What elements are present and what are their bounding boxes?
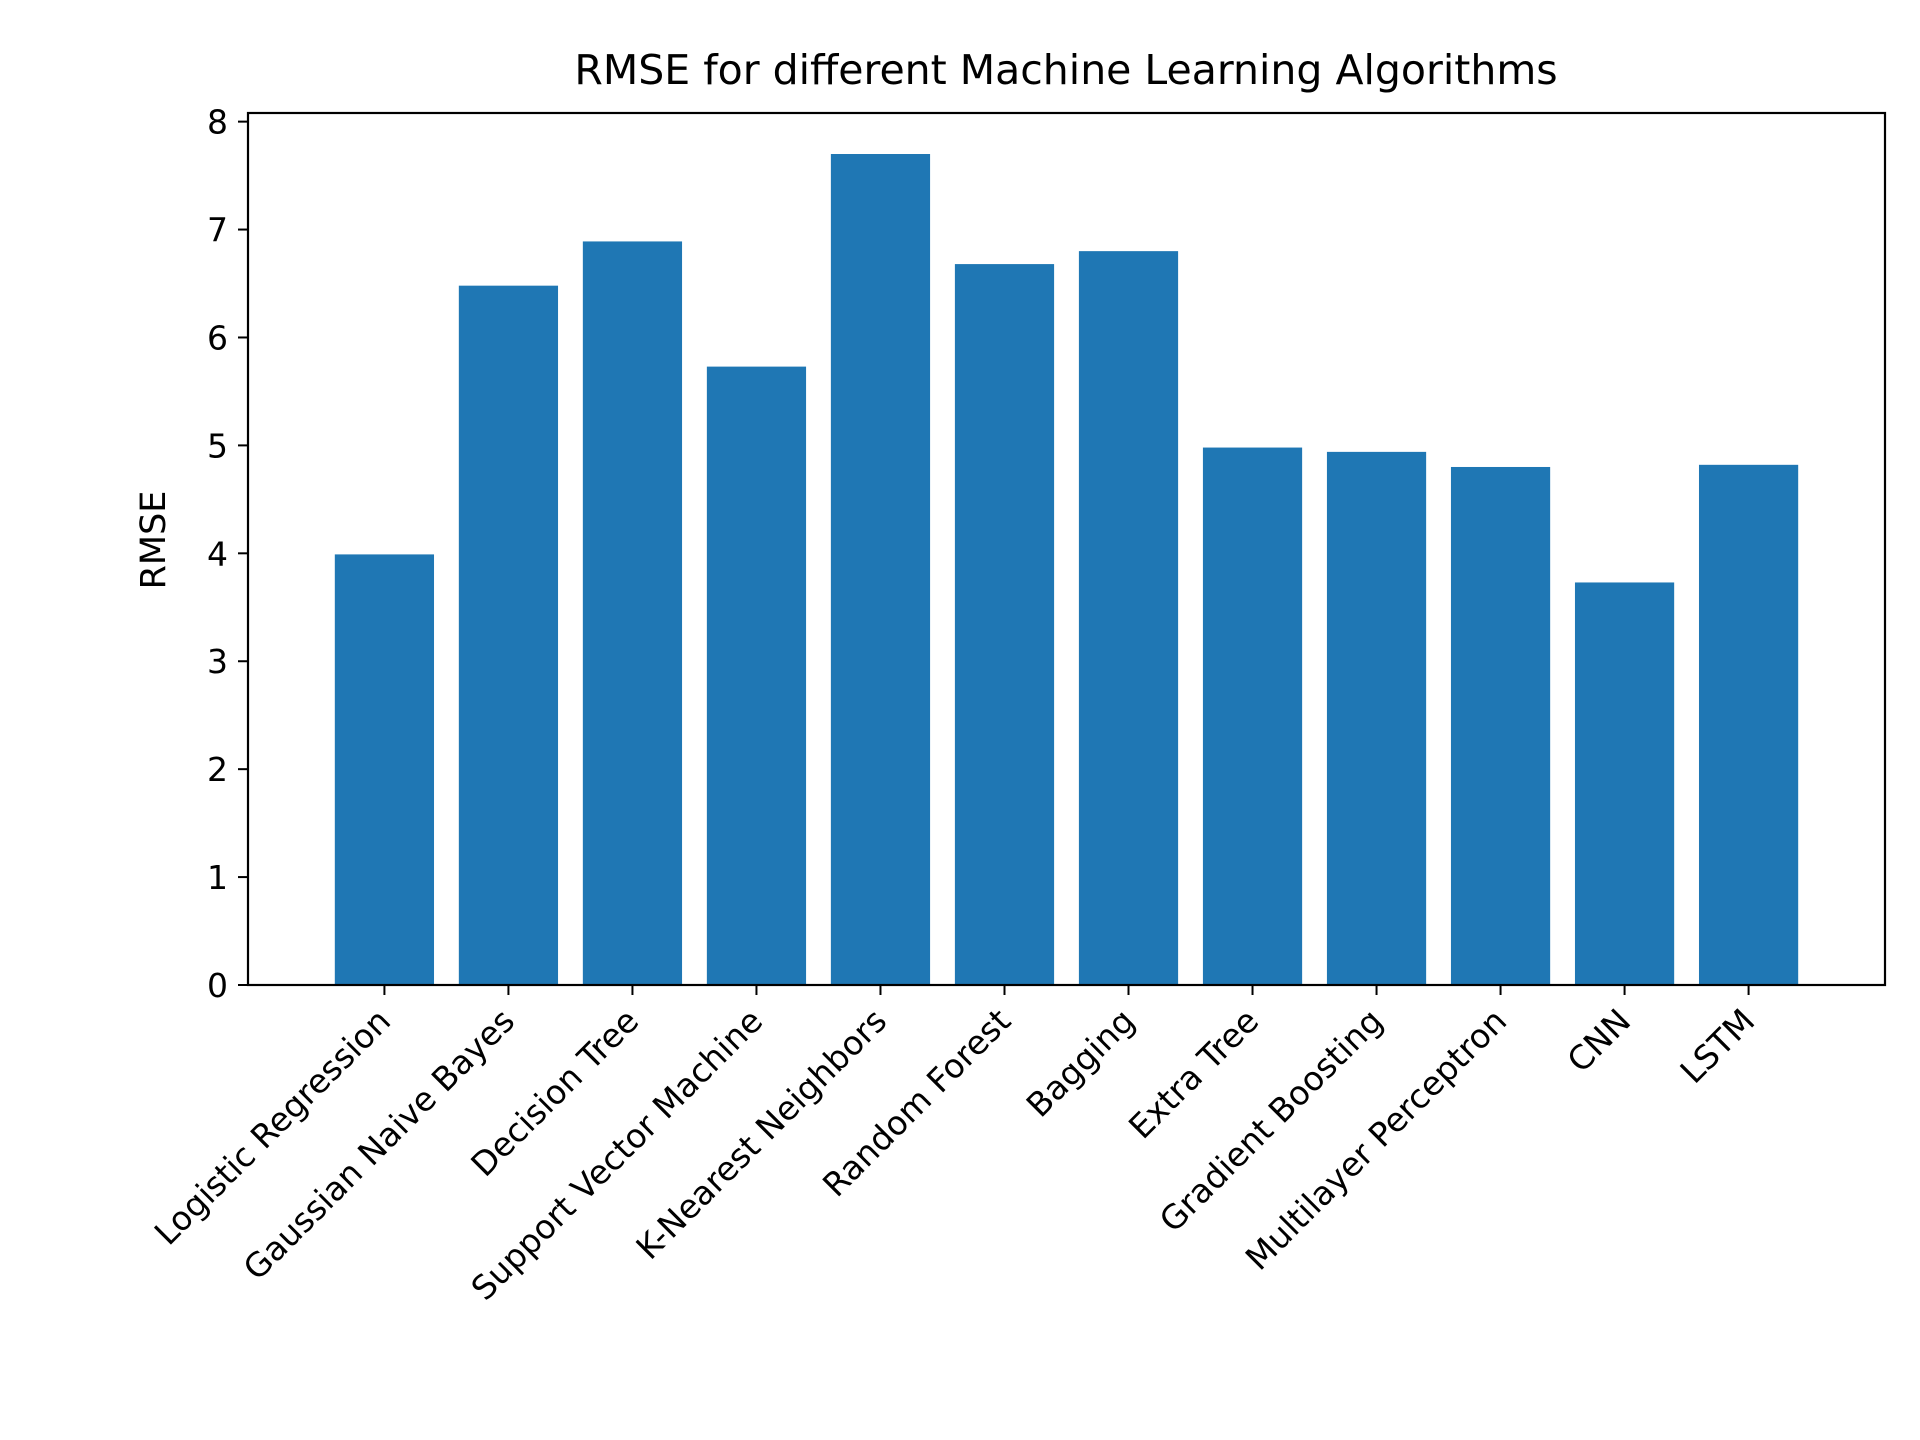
bar-decision-tree	[582, 241, 683, 985]
y-axis-ticks: 0 1 2 3 4 5 6 7 8	[207, 103, 248, 1005]
bar-extra-tree	[1202, 447, 1303, 985]
bar-gaussian-naive-bayes	[458, 285, 559, 985]
y-tick-label: 6	[207, 318, 228, 357]
chart-title: RMSE for different Machine Learning Algo…	[574, 46, 1557, 94]
bar-cnn	[1574, 582, 1675, 985]
y-tick-label: 5	[207, 426, 228, 465]
y-tick-label: 1	[207, 858, 228, 897]
y-tick-label: 3	[207, 642, 228, 681]
bar-bagging	[1078, 251, 1179, 985]
bar-support-vector-machine	[706, 366, 807, 985]
bar-random-forest	[954, 264, 1055, 986]
bar-logistic-regression	[334, 554, 435, 985]
plot-area-frame	[246, 111, 1887, 987]
bar-lstm	[1698, 464, 1799, 985]
y-tick-label: 0	[207, 966, 228, 1005]
y-axis-label: RMSE	[134, 491, 174, 590]
bar-multilayer-perceptron	[1450, 466, 1551, 986]
bars-layer	[334, 154, 1799, 986]
y-tick-label: 7	[207, 211, 228, 250]
y-tick-label: 4	[207, 534, 228, 573]
bar-gradient-boosting	[1326, 451, 1427, 985]
y-tick-label: 2	[207, 750, 228, 789]
y-tick-label: 8	[207, 103, 228, 142]
bar-k-nearest-neighbors	[830, 154, 931, 985]
